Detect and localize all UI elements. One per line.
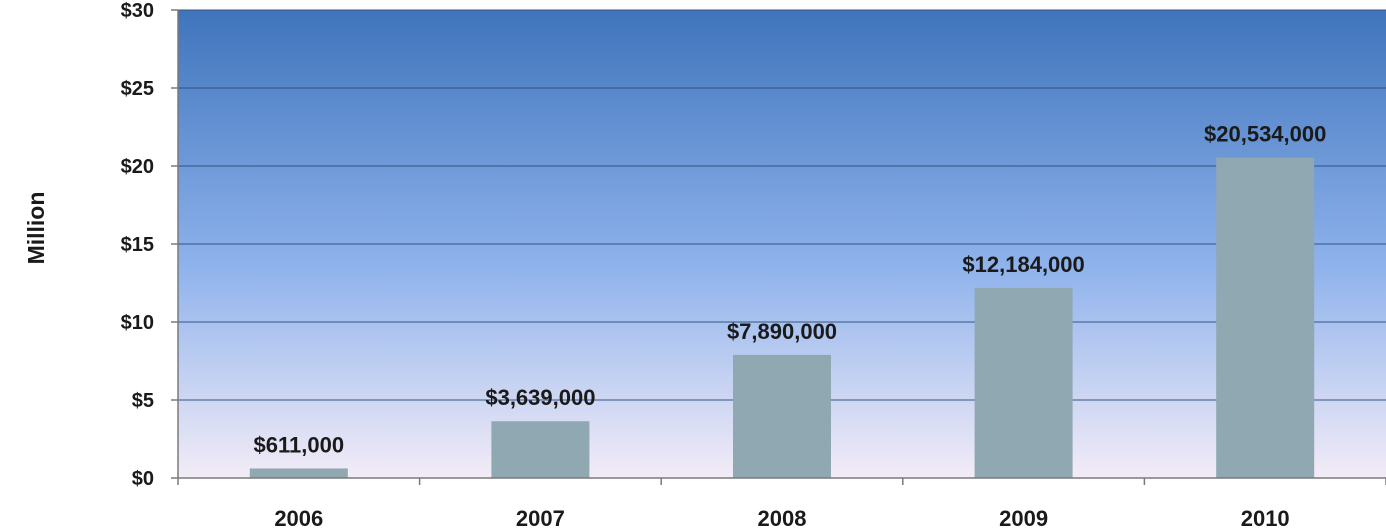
y-tick-labels: $0 $5 $10 $15 $20 $25 $30 bbox=[121, 0, 178, 490]
x-tick-label: 2007 bbox=[516, 506, 565, 531]
bar-2008 bbox=[733, 354, 831, 478]
x-tick-label: 2008 bbox=[758, 506, 807, 531]
y-tick-label: $20 bbox=[121, 156, 154, 178]
bar-2006 bbox=[249, 468, 348, 478]
bar-2007 bbox=[491, 421, 590, 478]
x-tick-labels: 2006 2007 2008 2009 2010 bbox=[274, 506, 1289, 531]
y-tick-label: $10 bbox=[121, 312, 154, 334]
bars bbox=[249, 157, 1315, 478]
data-label: $611,000 bbox=[254, 432, 345, 457]
bar-2010 bbox=[1216, 157, 1315, 478]
y-tick-label: $30 bbox=[121, 0, 154, 22]
x-tick-label: 2006 bbox=[274, 506, 323, 531]
bar-2009 bbox=[974, 287, 1073, 478]
y-tick-label: $0 bbox=[132, 468, 154, 490]
y-tick-label: $5 bbox=[132, 390, 154, 412]
data-label: $3,639,000 bbox=[485, 385, 595, 410]
gridlines bbox=[178, 9, 1386, 401]
data-label: $12,184,000 bbox=[962, 252, 1084, 277]
y-axis-label: Million bbox=[23, 192, 49, 265]
data-label: $7,890,000 bbox=[727, 319, 837, 344]
x-tick-label: 2010 bbox=[1241, 506, 1290, 531]
y-tick-label: $25 bbox=[121, 78, 154, 100]
y-tick-label: $15 bbox=[121, 234, 154, 256]
data-label: $20,534,000 bbox=[1204, 122, 1326, 147]
x-tick-label: 2009 bbox=[999, 506, 1048, 531]
data-labels: $611,000 $3,639,000 $7,890,000 $12,184,000 $… bbox=[254, 122, 1327, 458]
